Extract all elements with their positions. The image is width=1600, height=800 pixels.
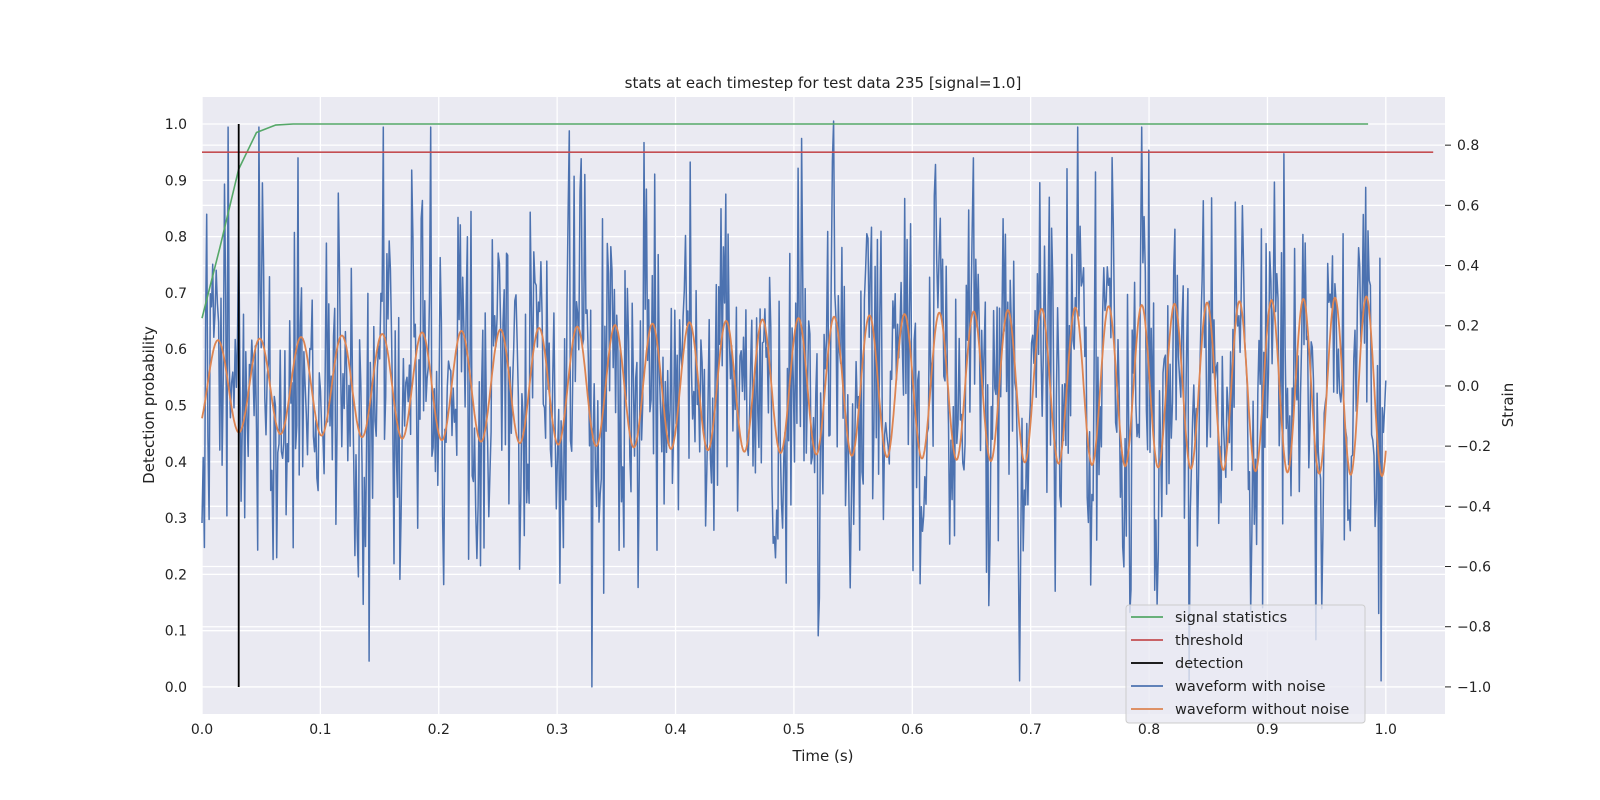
legend-label-threshold: threshold — [1175, 633, 1243, 649]
series-signal-statistics — [201, 123, 1369, 319]
series-waveform-with-noise — [201, 120, 1387, 688]
y-tick-label: 0.2 — [165, 567, 187, 583]
x-tick-label: 0.6 — [901, 722, 923, 738]
legend: signal statistics threshold detection wa… — [1125, 604, 1366, 724]
x-tick-label: 0.4 — [664, 722, 686, 738]
legend-label-waveform-without-noise: waveform without noise — [1175, 702, 1349, 718]
legend-box — [1125, 604, 1366, 724]
x-tick-label: 0.8 — [1138, 722, 1160, 738]
legend-label-waveform-with-noise: waveform with noise — [1175, 679, 1326, 695]
x-tick-label: 0.5 — [783, 722, 805, 738]
y2-tick-label: −0.8 — [1457, 620, 1491, 636]
y-tick-label: 0.5 — [165, 399, 187, 415]
y2-tick-label: 0.2 — [1457, 319, 1479, 335]
y-tick-label: 0.7 — [165, 286, 187, 302]
y-tick-label: 0.1 — [165, 624, 187, 640]
x-tick-label: 1.0 — [1375, 722, 1397, 738]
y-tick-label: 0.0 — [165, 680, 187, 696]
y-tick-label: 0.4 — [165, 455, 187, 471]
x-tick-label: 0.0 — [191, 722, 213, 738]
legend-label-detection: detection — [1175, 656, 1243, 672]
y2-tick-label: −0.2 — [1457, 439, 1491, 455]
y-tick-label: 0.8 — [165, 230, 187, 246]
series-lines — [201, 120, 1434, 688]
y2-axis-label: Strain — [1499, 383, 1517, 427]
y2-tick-label: −0.6 — [1457, 560, 1491, 576]
y-tick-label: 1.0 — [165, 117, 187, 133]
y-axis-label: Detection probability — [140, 326, 158, 484]
chart-title: stats at each timestep for test data 235… — [625, 74, 1022, 92]
x-tick-label: 0.7 — [1020, 722, 1042, 738]
y2-tick-label: 0.0 — [1457, 379, 1479, 395]
series-waveform-without-noise — [201, 295, 1387, 477]
y2-tick-label: 0.4 — [1457, 259, 1479, 275]
legend-label-signal-statistics: signal statistics — [1175, 610, 1287, 626]
tick-labels: 0.0 0.1 0.2 0.3 0.4 0.5 0.6 0.7 0.8 0.9 1.0 0.0 0.1 0… — [165, 117, 1491, 738]
x-tick-label: 0.9 — [1256, 722, 1278, 738]
y-tick-label: 0.3 — [165, 511, 187, 527]
x-tick-label: 0.1 — [309, 722, 331, 738]
x-axis-label: Time (s) — [792, 747, 854, 765]
y2-tick-label: 0.6 — [1457, 198, 1479, 214]
x-tick-label: 0.3 — [546, 722, 568, 738]
y-tick-label: 0.6 — [165, 342, 187, 358]
y2-tick-label: 0.8 — [1457, 138, 1479, 154]
y2-tick-label: −1.0 — [1457, 680, 1491, 696]
x-tick-label: 0.2 — [428, 722, 450, 738]
y-tick-label: 0.9 — [165, 173, 187, 189]
y2-tick-label: −0.4 — [1457, 499, 1491, 515]
